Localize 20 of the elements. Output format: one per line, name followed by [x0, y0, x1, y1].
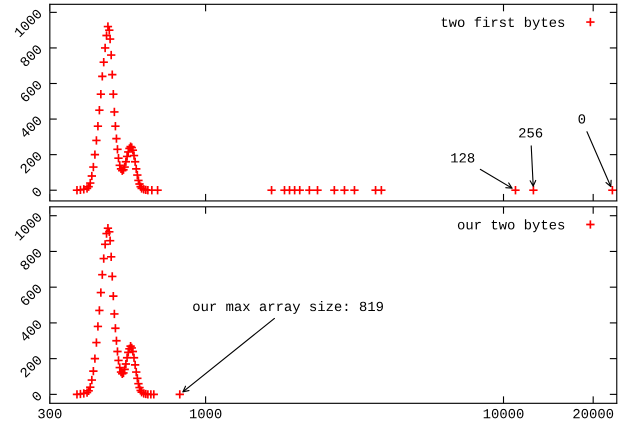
y-tick-label: 600 — [19, 80, 42, 103]
x-tick-label: 300 — [38, 408, 62, 418]
y-tick-label: 800 — [19, 44, 42, 68]
y-tick-label: 600 — [19, 283, 42, 306]
legend-label: our two bytes — [458, 219, 564, 232]
y-tick-label: 200 — [19, 354, 42, 378]
y-tick-label: 200 — [19, 150, 42, 174]
y-tick-label: 400 — [19, 115, 42, 138]
y-tick-label: 0 — [31, 186, 42, 198]
x-tick-label: 20000 — [573, 408, 614, 418]
y-tick-label: 400 — [19, 319, 42, 342]
annotation: our max array size: 819 — [193, 300, 383, 314]
x-tick-label: 10000 — [484, 408, 524, 418]
x-tick-label: 1000 — [190, 408, 222, 418]
annotation: 256 — [519, 128, 542, 138]
y-tick-label: 800 — [19, 248, 42, 271]
annotation: 0 — [578, 114, 586, 124]
legend-label: two first bytes — [442, 16, 564, 30]
annotation: 128 — [451, 153, 474, 163]
y-tick-label: 0 — [31, 390, 42, 402]
